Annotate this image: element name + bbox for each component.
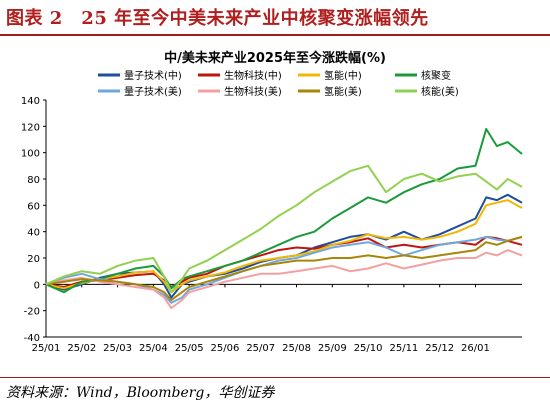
legend-label-3: 氢能(中) [324, 69, 362, 82]
legend-label-1: 量子技术(中) [124, 69, 182, 82]
line-chart: 中/美未来产业2025年至今涨跌幅(%) 量子技术(中) 生物科技(中) 氢能(中) 核… [21, 50, 523, 354]
y-tick-label-4: 40 [27, 228, 40, 239]
figure-title: 图表 2 25 年至今中美未来产业中核聚变涨幅领先 [6, 8, 429, 29]
series-line-5 [45, 235, 523, 304]
series-line-4 [45, 128, 523, 294]
x-tick-label-3: 25/04 [139, 343, 168, 354]
y-tick-label-5: 60 [27, 201, 40, 212]
legend-label-4: 核聚变 [421, 69, 451, 82]
source-divider [0, 377, 550, 378]
legend-label-7: 氢能(美) [324, 85, 362, 98]
x-tick-label-12: 26/01 [461, 343, 490, 354]
y-tick-label-9: 140 [21, 96, 40, 107]
legend-label-5: 量子技术(美) [124, 85, 182, 98]
chart-title: 中/美未来产业2025年至今涨跌幅(%) [164, 50, 386, 66]
x-tick-label-9: 25/10 [354, 343, 383, 354]
x-tick-label-11: 25/12 [425, 343, 454, 354]
legend-label-6: 生物科技(美) [224, 85, 282, 98]
x-tick-label-7: 25/08 [282, 343, 311, 354]
x-tick-label-4: 25/05 [175, 343, 204, 354]
y-tick-label-6: 80 [27, 175, 40, 186]
legend-label-2: 生物科技(中) [224, 69, 282, 82]
y-tick-label-8: 120 [21, 122, 40, 133]
y-tick-label-1: -20 [24, 307, 40, 318]
series-line-8 [45, 164, 523, 294]
x-tick-label-1: 25/02 [67, 343, 96, 354]
x-tick-label-2: 25/03 [103, 343, 132, 354]
x-tick-label-6: 25/07 [246, 343, 275, 354]
legend-label-8: 核能(美) [421, 85, 459, 98]
y-tick-label-7: 100 [21, 149, 40, 160]
x-tick-label-8: 25/09 [318, 343, 347, 354]
chart-container: 中/美未来产业2025年至今涨跌幅(%) 量子技术(中) 生物科技(中) 氢能(中) 核… [0, 40, 550, 375]
series-line-6 [45, 249, 523, 309]
figure-header: 图表 2 25 年至今中美未来产业中核聚变涨幅领先 [0, 0, 550, 36]
x-tick-label-0: 25/01 [32, 343, 61, 354]
x-tick-label-10: 25/11 [389, 343, 418, 354]
source-note: 资料来源：Wind，Bloomberg，华创证券 [6, 385, 275, 401]
y-tick-label-0: -40 [24, 333, 40, 344]
series-line-3 [45, 199, 523, 294]
series-line-7 [45, 235, 523, 302]
x-tick-label-5: 25/06 [211, 343, 240, 354]
y-tick-label-3: 20 [27, 254, 40, 265]
y-tick-label-2: 0 [34, 280, 40, 291]
